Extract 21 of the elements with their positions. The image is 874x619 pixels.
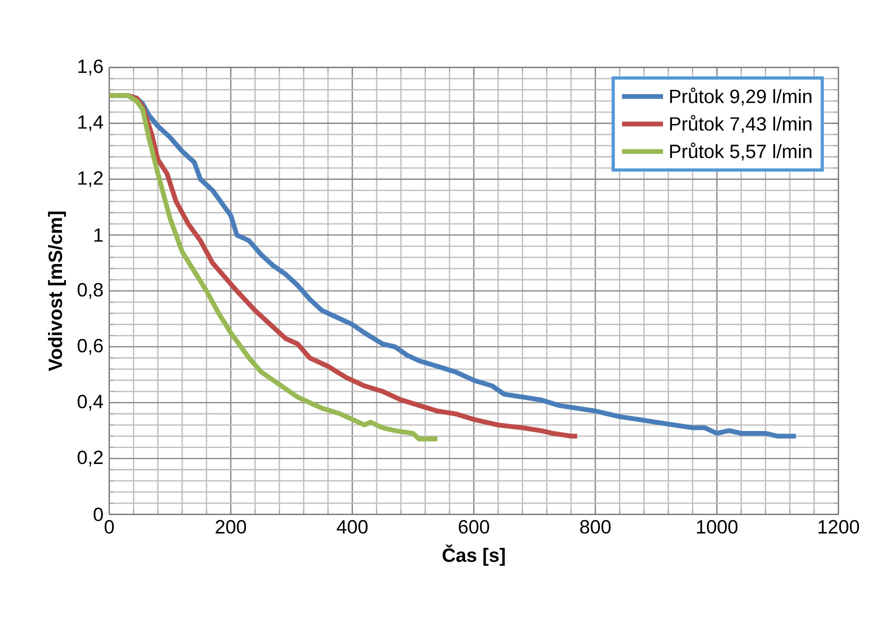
y-tick-label: 1,6 [78,59,103,76]
y-tick-label: 0,6 [78,338,103,355]
legend-label: Průtok 9,29 l/min [670,88,812,106]
y-tick-label: 0 [94,508,103,522]
y-tick-label: 0,8 [78,282,103,299]
x-tick-label: 800 [580,520,611,534]
x-tick-label: 0 [104,520,114,534]
y-tick-label: 0,4 [78,394,104,411]
x-tick-label: 600 [458,520,490,534]
x-tick-label: 200 [216,520,246,534]
x-tick-label: 1200 [818,520,860,534]
legend-label: Průtok 7,43 l/min [670,115,812,133]
x-tick-label: 1000 [697,520,738,534]
y-tick-label: 1 [94,228,103,242]
y-tick-label: 1,4 [78,115,104,132]
legend-label: Průtok 5,57 l/min [670,142,812,160]
x-axis-title: Čas [s] [442,544,505,566]
y-tick-label: 1,2 [78,171,103,188]
y-tick-label: 0,2 [78,450,103,466]
x-tick-label: 400 [336,520,368,534]
y-axis-title: Vodivost [mS/cm] [48,212,66,372]
